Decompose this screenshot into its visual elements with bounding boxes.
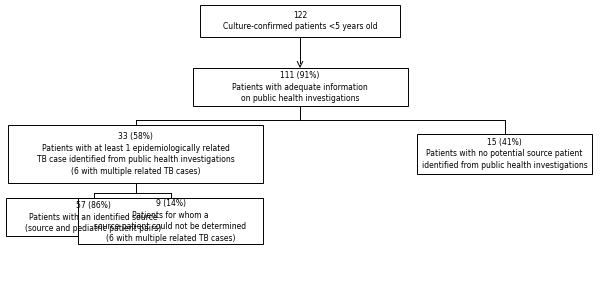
FancyBboxPatch shape (193, 68, 407, 106)
Text: 9 (14%)
Patients for whom a
source patient could not be determined
(6 with multi: 9 (14%) Patients for whom a source patie… (94, 199, 247, 243)
FancyBboxPatch shape (200, 5, 400, 37)
Text: 57 (86%)
Patients with an identified source
(source and pediatric patient pairs): 57 (86%) Patients with an identified sou… (25, 201, 161, 233)
FancyBboxPatch shape (78, 198, 263, 244)
Text: 122
Culture-confirmed patients <5 years old: 122 Culture-confirmed patients <5 years … (223, 11, 377, 31)
FancyBboxPatch shape (8, 125, 263, 183)
Text: 33 (58%)
Patients with at least 1 epidemiologically related
TB case identified f: 33 (58%) Patients with at least 1 epidem… (37, 132, 235, 176)
FancyBboxPatch shape (417, 134, 592, 174)
Text: 111 (91%)
Patients with adequate information
on public health investigations: 111 (91%) Patients with adequate informa… (232, 71, 368, 103)
FancyBboxPatch shape (6, 198, 181, 236)
Text: 15 (41%)
Patients with no potential source patient
identified from public health: 15 (41%) Patients with no potential sour… (422, 138, 587, 170)
